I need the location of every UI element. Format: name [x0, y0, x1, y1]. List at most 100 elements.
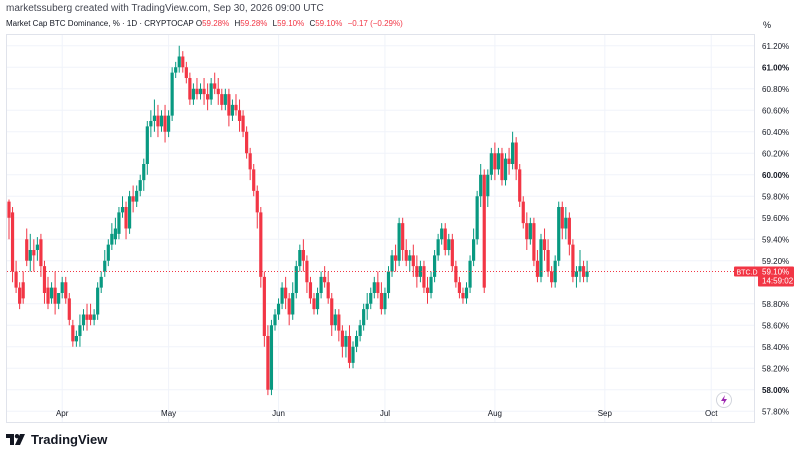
candle [39, 233, 43, 277]
candle [369, 287, 373, 310]
candle-body [347, 336, 352, 363]
candle-body [71, 325, 75, 342]
candle [53, 271, 57, 315]
candle-body [486, 174, 490, 197]
candle [206, 83, 210, 111]
candle-body [209, 83, 213, 100]
candle [106, 239, 110, 267]
candle-body [149, 121, 153, 127]
price-scale-unit[interactable]: % [763, 20, 772, 30]
candle-body [472, 239, 476, 261]
candle [131, 185, 135, 213]
candle-body [163, 115, 167, 132]
candle-body [67, 298, 71, 320]
candle-body [28, 250, 32, 261]
candle [49, 282, 54, 304]
candle-body [78, 325, 82, 336]
low-value: 59.10% [277, 19, 305, 28]
candle-body [39, 239, 43, 267]
candle-body [117, 212, 121, 234]
candle-body [518, 169, 522, 202]
candle-body [152, 115, 157, 121]
candle [166, 110, 171, 138]
candle [312, 293, 316, 315]
candle [163, 104, 167, 143]
candle [422, 260, 426, 293]
candle-body [436, 239, 440, 256]
x-tick-label: Aug [488, 409, 502, 418]
candle [120, 196, 125, 218]
candle [202, 78, 206, 105]
candle [294, 260, 298, 299]
candle [518, 164, 522, 207]
candle [411, 244, 415, 277]
candle-body [557, 207, 561, 261]
candle-body [383, 293, 387, 310]
candle [209, 78, 213, 105]
candle [298, 244, 302, 272]
symbol-tag: BTC.D [737, 270, 758, 277]
candle [528, 217, 532, 245]
candle [35, 237, 39, 261]
candle-body [308, 282, 313, 299]
high-label: H [234, 19, 241, 28]
candle-body [113, 228, 117, 240]
candle [319, 271, 323, 299]
candle-body [521, 201, 525, 224]
candle [181, 51, 185, 73]
candle [269, 319, 274, 396]
y-tick-label: 58.20% [762, 364, 789, 373]
candle-body [574, 271, 579, 277]
candle-body [315, 293, 320, 310]
candle [450, 233, 454, 272]
candle-body [425, 287, 430, 293]
candle [308, 276, 313, 304]
candle [174, 61, 178, 78]
candle-body [46, 287, 50, 304]
tradingview-logo[interactable]: TradingView [6, 432, 107, 447]
candle [500, 147, 504, 186]
candle [472, 228, 476, 267]
candle [10, 207, 15, 283]
candle-body [284, 287, 288, 299]
candle-body [369, 293, 373, 304]
candle [461, 287, 465, 304]
candle [372, 276, 376, 299]
x-tick-label: May [161, 409, 176, 418]
candle-body [255, 190, 259, 213]
candle [223, 88, 227, 111]
candle [408, 250, 412, 272]
candle [578, 250, 582, 283]
candle [152, 99, 157, 132]
candle [503, 153, 508, 186]
candle [156, 104, 160, 138]
candle [425, 276, 430, 304]
candle [138, 174, 142, 197]
candle-body [170, 72, 174, 116]
candle [347, 325, 352, 369]
candle-body [184, 67, 188, 78]
flash-icon[interactable] [716, 392, 732, 408]
symbol-legend[interactable]: Market Cap BTC Dominance, % · 1D · CRYPT… [6, 19, 403, 28]
candle-body [145, 126, 149, 164]
candle-body [351, 346, 355, 363]
candle [379, 282, 383, 315]
candle-body [10, 212, 15, 272]
candle [315, 287, 320, 315]
candle-body [539, 239, 543, 277]
candle-body [96, 287, 100, 315]
chart-frame[interactable] [6, 34, 755, 423]
candle-body [507, 158, 511, 164]
x-tick-label: Jul [380, 409, 390, 418]
candle-body [18, 287, 22, 304]
candle-body [120, 207, 125, 213]
candle [323, 266, 327, 288]
candle-body [301, 250, 305, 261]
candle-body [230, 104, 235, 116]
candle-body [560, 207, 564, 229]
candle [25, 228, 29, 267]
candle-body [14, 271, 18, 288]
candle-body [546, 250, 550, 272]
candle [390, 250, 394, 277]
